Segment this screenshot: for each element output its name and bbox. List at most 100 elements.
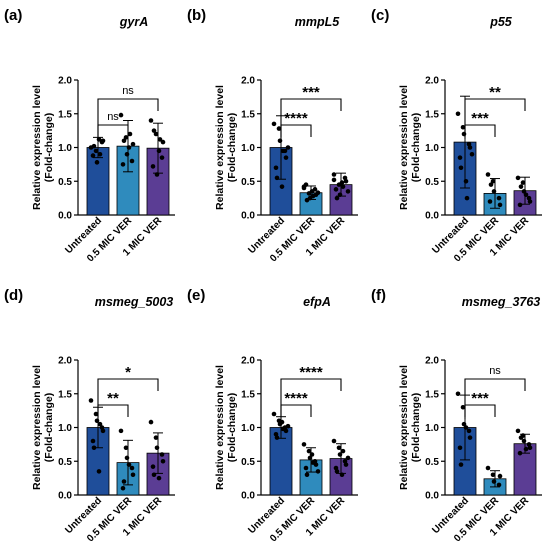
data-point: [94, 418, 100, 424]
data-point: [124, 455, 130, 461]
panel-label: (e): [187, 287, 205, 304]
data-point: [274, 435, 280, 440]
data-point: [93, 411, 99, 417]
data-point: [461, 421, 467, 427]
data-point: [306, 448, 312, 454]
data-point: [279, 419, 285, 425]
data-point: [527, 199, 533, 204]
data-point: [518, 184, 524, 189]
y-tick-label: 0.5: [425, 457, 439, 468]
data-point: [336, 445, 342, 451]
data-point: [121, 479, 127, 484]
data-point: [148, 419, 154, 425]
data-point: [343, 178, 349, 184]
data-point: [150, 164, 156, 169]
chart-panel: (e) efpA Relative expression level(Fold-ch…: [187, 287, 358, 544]
data-point: [304, 197, 310, 203]
data-point: [279, 184, 285, 189]
data-point: [457, 155, 463, 160]
chart-panel: (f) msmeg_3763 Relative expression level(F…: [371, 287, 542, 544]
data-point: [309, 189, 315, 194]
data-point: [339, 472, 345, 478]
data-point: [123, 445, 129, 451]
data-point: [485, 172, 491, 177]
y-tick-label: 2.0: [241, 356, 255, 367]
data-point: [97, 151, 103, 157]
data-point: [129, 158, 135, 164]
y-axis-label-line: (Fold-change): [226, 393, 238, 462]
y-tick-label: 0.0: [425, 491, 439, 502]
data-point: [496, 482, 502, 488]
chart-title: gyrA: [119, 15, 148, 29]
data-point: [96, 469, 102, 474]
data-point: [156, 475, 162, 481]
data-point: [337, 452, 343, 457]
data-point: [331, 172, 337, 177]
data-point: [120, 485, 126, 491]
significance-label: ****: [284, 110, 308, 127]
data-point: [156, 148, 162, 154]
significance-bracket: [97, 124, 129, 137]
chart-panel: (c) p55 Relative expression level(Fold-cha…: [371, 7, 542, 264]
data-point: [334, 469, 340, 474]
y-tick-label: 1.5: [58, 389, 72, 400]
y-axis-label-line: Relative expression level: [214, 85, 226, 210]
data-point: [457, 445, 463, 451]
data-point: [521, 438, 527, 444]
data-point: [94, 160, 100, 165]
data-point: [88, 398, 94, 403]
data-point: [334, 195, 340, 201]
y-tick-label: 1.5: [241, 389, 255, 400]
data-point: [310, 460, 316, 465]
data-point: [90, 153, 96, 158]
chart-title: p55: [489, 15, 513, 29]
y-tick-label: 0.5: [241, 457, 255, 468]
data-point: [455, 391, 461, 397]
panel-label: (f): [371, 287, 386, 304]
data-point: [461, 131, 467, 137]
significance-label: **: [489, 84, 501, 101]
y-tick-label: 0.0: [425, 211, 439, 222]
data-point: [303, 465, 309, 471]
y-axis-label-line: Relative expression level: [398, 365, 410, 490]
y-axis-label-line: Relative expression level: [31, 85, 43, 210]
chart-panel: (d) msmeg_5003 Relative expression level(F…: [4, 287, 175, 544]
data-point: [100, 428, 106, 434]
data-point: [97, 421, 103, 427]
data-point: [126, 145, 132, 150]
y-tick-label: 0.0: [58, 211, 72, 222]
y-axis-label-line: (Fold-change): [410, 113, 422, 182]
significance-label: ****: [299, 364, 323, 381]
y-axis-label-line: Relative expression level: [31, 365, 43, 490]
data-point: [304, 472, 310, 478]
y-axis-label-line: (Fold-change): [226, 113, 238, 182]
data-point: [91, 143, 97, 149]
data-point: [153, 131, 159, 137]
chart-title: efpA: [303, 295, 331, 309]
data-point: [345, 189, 351, 194]
y-tick-label: 1.0: [241, 143, 255, 154]
data-point: [301, 184, 307, 189]
data-point: [159, 452, 165, 457]
y-tick-label: 0.5: [425, 177, 439, 188]
y-axis-label-line: Relative expression level: [398, 85, 410, 210]
data-point: [527, 445, 533, 451]
significance-label: *: [125, 364, 131, 381]
panel-label: (c): [371, 7, 389, 24]
data-point: [151, 128, 157, 133]
data-point: [129, 465, 135, 471]
data-point: [464, 195, 470, 201]
data-point: [309, 452, 315, 457]
data-point: [153, 435, 159, 440]
panel-label: (b): [187, 7, 206, 24]
panel-label: (a): [4, 7, 22, 24]
y-tick-label: 1.5: [425, 109, 439, 120]
data-point: [497, 202, 503, 208]
chart-panel: (b) mmpL5 Relative expression level(Fold-c…: [187, 7, 358, 264]
y-tick-label: 0.5: [58, 457, 72, 468]
y-axis-label: Relative expression level(Fold-change): [398, 365, 422, 490]
y-tick-label: 2.0: [425, 76, 439, 87]
data-point: [280, 148, 286, 154]
data-point: [488, 182, 494, 187]
y-tick-label: 0.0: [241, 491, 255, 502]
